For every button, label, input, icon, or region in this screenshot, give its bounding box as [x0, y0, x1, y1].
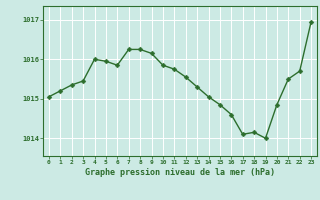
X-axis label: Graphe pression niveau de la mer (hPa): Graphe pression niveau de la mer (hPa) [85, 168, 275, 177]
